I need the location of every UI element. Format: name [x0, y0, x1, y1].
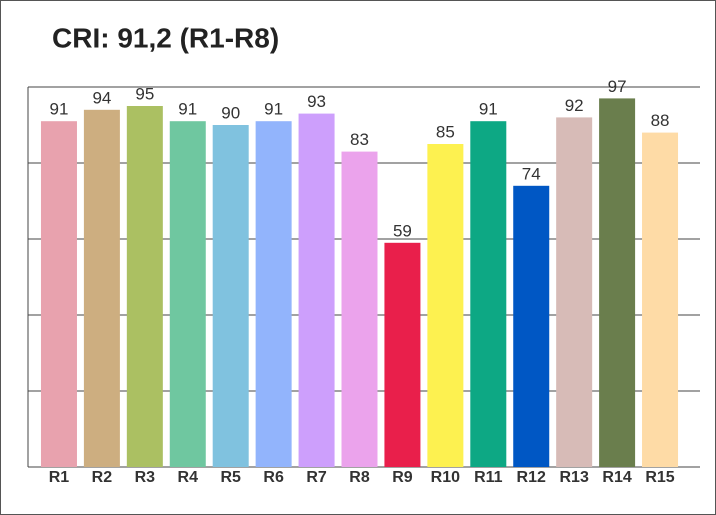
x-tick-label: R15 [645, 469, 674, 486]
x-tick-label: R6 [263, 469, 284, 486]
data-label: 93 [307, 92, 326, 111]
bar [427, 144, 464, 467]
bar [470, 121, 507, 467]
data-label: 95 [135, 84, 154, 103]
x-tick-label: R9 [392, 469, 413, 486]
bar [384, 242, 421, 467]
x-tick-label: R8 [349, 469, 370, 486]
bar [298, 113, 335, 467]
x-tick-label: R13 [559, 469, 588, 486]
bar [513, 185, 550, 468]
data-label: 91 [479, 100, 498, 119]
data-label: 90 [221, 103, 240, 122]
data-label: 91 [264, 100, 283, 119]
data-label: 85 [436, 122, 455, 141]
x-tick-label: R10 [431, 469, 460, 486]
x-tick-label: R12 [517, 469, 546, 486]
data-label: 88 [651, 111, 670, 130]
data-label: 92 [565, 96, 584, 115]
data-label: 91 [50, 100, 69, 119]
bar [169, 121, 206, 467]
data-label: 59 [393, 221, 412, 240]
bar [126, 106, 163, 467]
x-tick-label: R3 [135, 469, 156, 486]
bar [40, 121, 77, 467]
bar [642, 132, 679, 467]
bar [599, 98, 636, 468]
bar [83, 109, 120, 468]
x-tick-label: R11 [474, 469, 503, 486]
data-label: 74 [522, 164, 541, 183]
x-tick-label: R7 [306, 469, 327, 486]
x-tick-label: R2 [92, 469, 113, 486]
x-tick-label: R1 [49, 469, 70, 486]
bar [255, 121, 292, 467]
bar [556, 117, 593, 468]
data-label: 91 [178, 100, 197, 119]
x-tick-label: R5 [220, 469, 241, 486]
chart-title: CRI: 91,2 (R1-R8) [52, 22, 279, 53]
data-label: 94 [92, 88, 111, 107]
x-tick-label: R14 [602, 469, 631, 486]
bar [341, 151, 378, 467]
data-label: 83 [350, 130, 369, 149]
bar [212, 125, 249, 467]
data-label: 97 [608, 77, 627, 96]
x-tick-label: R4 [178, 469, 199, 486]
